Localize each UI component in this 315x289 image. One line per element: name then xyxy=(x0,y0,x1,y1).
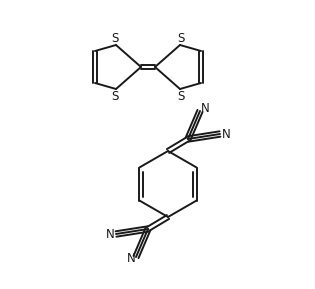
Text: N: N xyxy=(106,227,114,240)
Text: S: S xyxy=(111,32,119,45)
Text: S: S xyxy=(177,90,185,103)
Text: N: N xyxy=(201,103,209,116)
Text: S: S xyxy=(111,90,119,103)
Text: N: N xyxy=(222,127,230,140)
Text: N: N xyxy=(127,253,135,266)
Text: S: S xyxy=(177,32,185,45)
